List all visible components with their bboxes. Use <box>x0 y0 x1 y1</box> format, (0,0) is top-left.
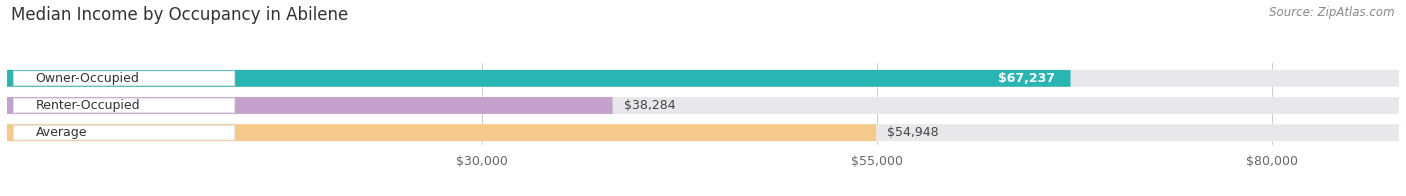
FancyBboxPatch shape <box>7 97 613 114</box>
FancyBboxPatch shape <box>14 98 235 113</box>
Text: $54,948: $54,948 <box>887 126 939 139</box>
FancyBboxPatch shape <box>7 124 876 141</box>
Text: $67,237: $67,237 <box>998 72 1054 85</box>
Text: Average: Average <box>35 126 87 139</box>
Text: $38,284: $38,284 <box>624 99 675 112</box>
FancyBboxPatch shape <box>7 70 1399 87</box>
FancyBboxPatch shape <box>7 70 1070 87</box>
Text: Owner-Occupied: Owner-Occupied <box>35 72 139 85</box>
FancyBboxPatch shape <box>7 97 1399 114</box>
FancyBboxPatch shape <box>14 71 235 86</box>
Text: Median Income by Occupancy in Abilene: Median Income by Occupancy in Abilene <box>11 6 349 24</box>
FancyBboxPatch shape <box>14 125 235 140</box>
FancyBboxPatch shape <box>7 124 1399 141</box>
Text: Source: ZipAtlas.com: Source: ZipAtlas.com <box>1270 6 1395 19</box>
Text: Renter-Occupied: Renter-Occupied <box>35 99 141 112</box>
